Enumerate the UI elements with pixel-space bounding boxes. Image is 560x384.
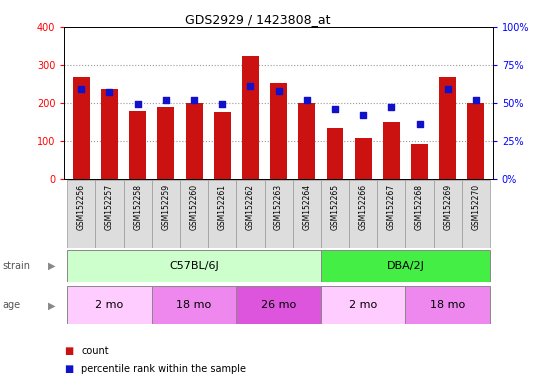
Text: GDS2929 / 1423808_at: GDS2929 / 1423808_at <box>185 13 330 26</box>
Bar <box>242 56 259 179</box>
Text: 18 mo: 18 mo <box>430 300 465 310</box>
Text: DBA/2J: DBA/2J <box>386 261 424 271</box>
Bar <box>101 89 118 179</box>
Bar <box>298 103 315 179</box>
Bar <box>157 107 174 179</box>
Text: percentile rank within the sample: percentile rank within the sample <box>81 364 246 374</box>
Point <box>161 97 170 103</box>
Point <box>274 88 283 94</box>
Bar <box>377 180 405 248</box>
Point <box>330 106 339 112</box>
Text: GSM152266: GSM152266 <box>358 184 368 230</box>
Text: age: age <box>3 300 21 310</box>
Bar <box>433 180 462 248</box>
Text: count: count <box>81 346 109 356</box>
Bar <box>354 137 372 179</box>
Text: 18 mo: 18 mo <box>176 300 212 310</box>
Bar <box>264 180 293 248</box>
Bar <box>95 180 124 248</box>
Text: GSM152270: GSM152270 <box>472 184 480 230</box>
Point <box>443 86 452 92</box>
Text: GSM152269: GSM152269 <box>443 184 452 230</box>
Text: GSM152260: GSM152260 <box>189 184 199 230</box>
Bar <box>270 83 287 179</box>
Bar <box>67 286 152 324</box>
Bar <box>67 180 95 248</box>
Bar <box>439 77 456 179</box>
Point <box>302 97 311 103</box>
Text: strain: strain <box>3 261 31 271</box>
Bar <box>405 180 433 248</box>
Bar <box>208 180 236 248</box>
Text: C57BL/6J: C57BL/6J <box>169 261 219 271</box>
Bar <box>129 111 146 179</box>
Text: 26 mo: 26 mo <box>261 300 296 310</box>
Bar <box>185 103 203 179</box>
Text: GSM152258: GSM152258 <box>133 184 142 230</box>
Text: GSM152259: GSM152259 <box>161 184 170 230</box>
Bar <box>405 286 490 324</box>
Point <box>133 101 142 107</box>
Text: 2 mo: 2 mo <box>349 300 377 310</box>
Bar <box>349 180 377 248</box>
Bar <box>468 103 484 179</box>
Bar <box>411 144 428 179</box>
Text: ■: ■ <box>64 346 74 356</box>
Bar <box>321 180 349 248</box>
Point <box>246 83 255 89</box>
Text: ■: ■ <box>64 364 74 374</box>
Text: GSM152257: GSM152257 <box>105 184 114 230</box>
Point <box>218 101 227 107</box>
Bar <box>124 180 152 248</box>
Text: GSM152261: GSM152261 <box>218 184 227 230</box>
Bar <box>321 286 405 324</box>
Text: GSM152263: GSM152263 <box>274 184 283 230</box>
Text: GSM152256: GSM152256 <box>77 184 86 230</box>
Text: GSM152268: GSM152268 <box>415 184 424 230</box>
Text: GSM152264: GSM152264 <box>302 184 311 230</box>
Bar <box>321 250 490 282</box>
Bar <box>180 180 208 248</box>
Bar <box>67 250 321 282</box>
Text: 2 mo: 2 mo <box>95 300 124 310</box>
Bar <box>293 180 321 248</box>
Text: GSM152265: GSM152265 <box>330 184 339 230</box>
Point <box>190 97 199 103</box>
Text: ▶: ▶ <box>48 300 56 310</box>
Bar <box>236 286 321 324</box>
Bar <box>152 286 236 324</box>
Bar <box>236 180 264 248</box>
Bar <box>326 128 343 179</box>
Point <box>472 97 480 103</box>
Text: GSM152262: GSM152262 <box>246 184 255 230</box>
Point <box>387 104 396 110</box>
Bar <box>152 180 180 248</box>
Point <box>105 89 114 95</box>
Point <box>415 121 424 127</box>
Text: GSM152267: GSM152267 <box>387 184 396 230</box>
Point <box>77 86 86 92</box>
Bar <box>214 112 231 179</box>
Bar <box>73 77 90 179</box>
Point <box>358 112 367 118</box>
Bar <box>462 180 490 248</box>
Bar <box>383 122 400 179</box>
Text: ▶: ▶ <box>48 261 56 271</box>
